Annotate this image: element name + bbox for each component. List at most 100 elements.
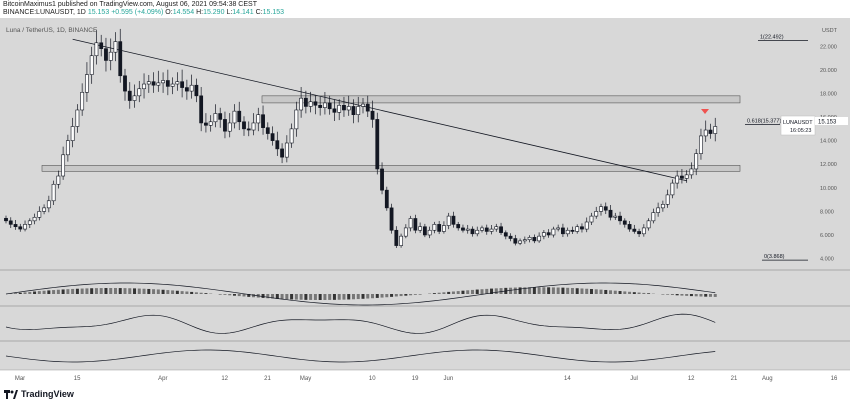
- macd-bar: [523, 287, 527, 294]
- macd-bar: [71, 288, 75, 294]
- macd-bar: [689, 294, 693, 297]
- macd-bar: [432, 293, 436, 294]
- candle: [32, 213, 37, 225]
- macd-bar: [666, 294, 670, 295]
- candle: [580, 223, 584, 233]
- candle-body: [622, 220, 627, 225]
- macd-bar: [80, 288, 84, 294]
- macd-bar: [23, 292, 27, 294]
- candle-body: [56, 175, 61, 185]
- low-label: L:: [226, 9, 233, 16]
- candle: [380, 162, 384, 195]
- candle-body: [632, 228, 637, 232]
- macd-bar: [580, 288, 584, 294]
- candle-body: [303, 97, 308, 107]
- candle-body: [46, 200, 51, 209]
- candle-body: [561, 227, 565, 235]
- descending-trendline: [72, 38, 687, 182]
- tradingview-brand: TradingView: [21, 389, 74, 399]
- macd-bar: [42, 290, 46, 294]
- candle-body: [475, 229, 480, 235]
- tradingview-logo[interactable]: TradingView: [4, 389, 74, 400]
- candle-body: [418, 226, 423, 231]
- candle-body: [656, 207, 661, 213]
- candle: [370, 100, 375, 128]
- candle: [451, 211, 456, 228]
- candle: [199, 87, 204, 132]
- macd-bar: [551, 287, 555, 294]
- candle: [418, 222, 423, 233]
- candle: [65, 134, 70, 162]
- low-value: 14.141: [232, 9, 254, 16]
- candle-body: [337, 104, 342, 113]
- candle-body: [575, 226, 580, 232]
- candle: [461, 224, 465, 233]
- candle: [346, 95, 351, 116]
- candle: [289, 123, 294, 148]
- candle: [584, 217, 589, 233]
- candle-body: [23, 224, 27, 230]
- macd-bar: [394, 294, 398, 297]
- candle: [480, 225, 484, 233]
- candle: [389, 203, 394, 234]
- candle-body: [284, 142, 289, 158]
- candle-body: [484, 227, 489, 232]
- candle-body: [18, 226, 23, 230]
- candle-body: [403, 227, 408, 237]
- candle: [327, 95, 332, 115]
- candle-body: [208, 121, 213, 126]
- candle: [641, 224, 646, 237]
- candle-body: [470, 228, 475, 235]
- candle: [237, 101, 242, 131]
- candle: [256, 107, 261, 132]
- candle: [194, 78, 199, 103]
- y-tick-label: 18.000: [820, 91, 837, 97]
- candle: [323, 91, 327, 115]
- candle: [37, 206, 42, 221]
- macd-bar: [499, 288, 503, 294]
- candle-body: [313, 101, 318, 106]
- candle-body: [637, 231, 641, 235]
- candle: [265, 122, 270, 140]
- macd-bar: [252, 294, 256, 298]
- y-tick-label: 8.000: [820, 209, 834, 215]
- candle: [403, 224, 408, 239]
- candle-body: [127, 90, 132, 101]
- candle-body: [132, 95, 137, 101]
- candle: [646, 218, 651, 231]
- macd-bar: [309, 294, 313, 300]
- symbol-line: BINANCE:LUNAUSDT, 1D 15.153 +0.595 (+4.0…: [3, 9, 284, 16]
- candle: [484, 224, 489, 235]
- candle-body: [80, 91, 85, 111]
- candle: [70, 117, 75, 148]
- macd-bar: [351, 294, 355, 300]
- candle: [632, 224, 637, 234]
- candle-body: [251, 122, 256, 131]
- candle-body: [599, 206, 603, 212]
- macd-bar: [323, 294, 327, 300]
- current-price: 15.153: [87, 9, 110, 16]
- macd-bar: [589, 289, 593, 294]
- peak-marker: [701, 109, 709, 114]
- candle: [413, 214, 418, 234]
- candle-body: [370, 110, 375, 120]
- candle-body: [618, 215, 622, 222]
- macd-bar: [623, 291, 627, 294]
- candle: [365, 95, 370, 117]
- candle-body: [451, 215, 456, 225]
- candle: [61, 146, 66, 180]
- candle-body: [256, 114, 261, 124]
- macd-bar: [380, 294, 384, 298]
- macd-bar: [642, 292, 646, 294]
- macd-bar: [613, 290, 617, 294]
- candle-body: [494, 226, 499, 230]
- candle-body: [104, 48, 108, 61]
- candle-body: [356, 106, 361, 115]
- price-tag-symbol: LUNAUSDT: [783, 120, 813, 126]
- chart-area[interactable]: 4.0006.0008.00010.00012.00014.00016.0001…: [0, 0, 850, 385]
- macd-bar: [609, 290, 613, 294]
- macd-bar: [632, 292, 636, 294]
- macd-bar: [161, 289, 165, 294]
- candle-body: [389, 207, 394, 231]
- candle: [94, 30, 99, 65]
